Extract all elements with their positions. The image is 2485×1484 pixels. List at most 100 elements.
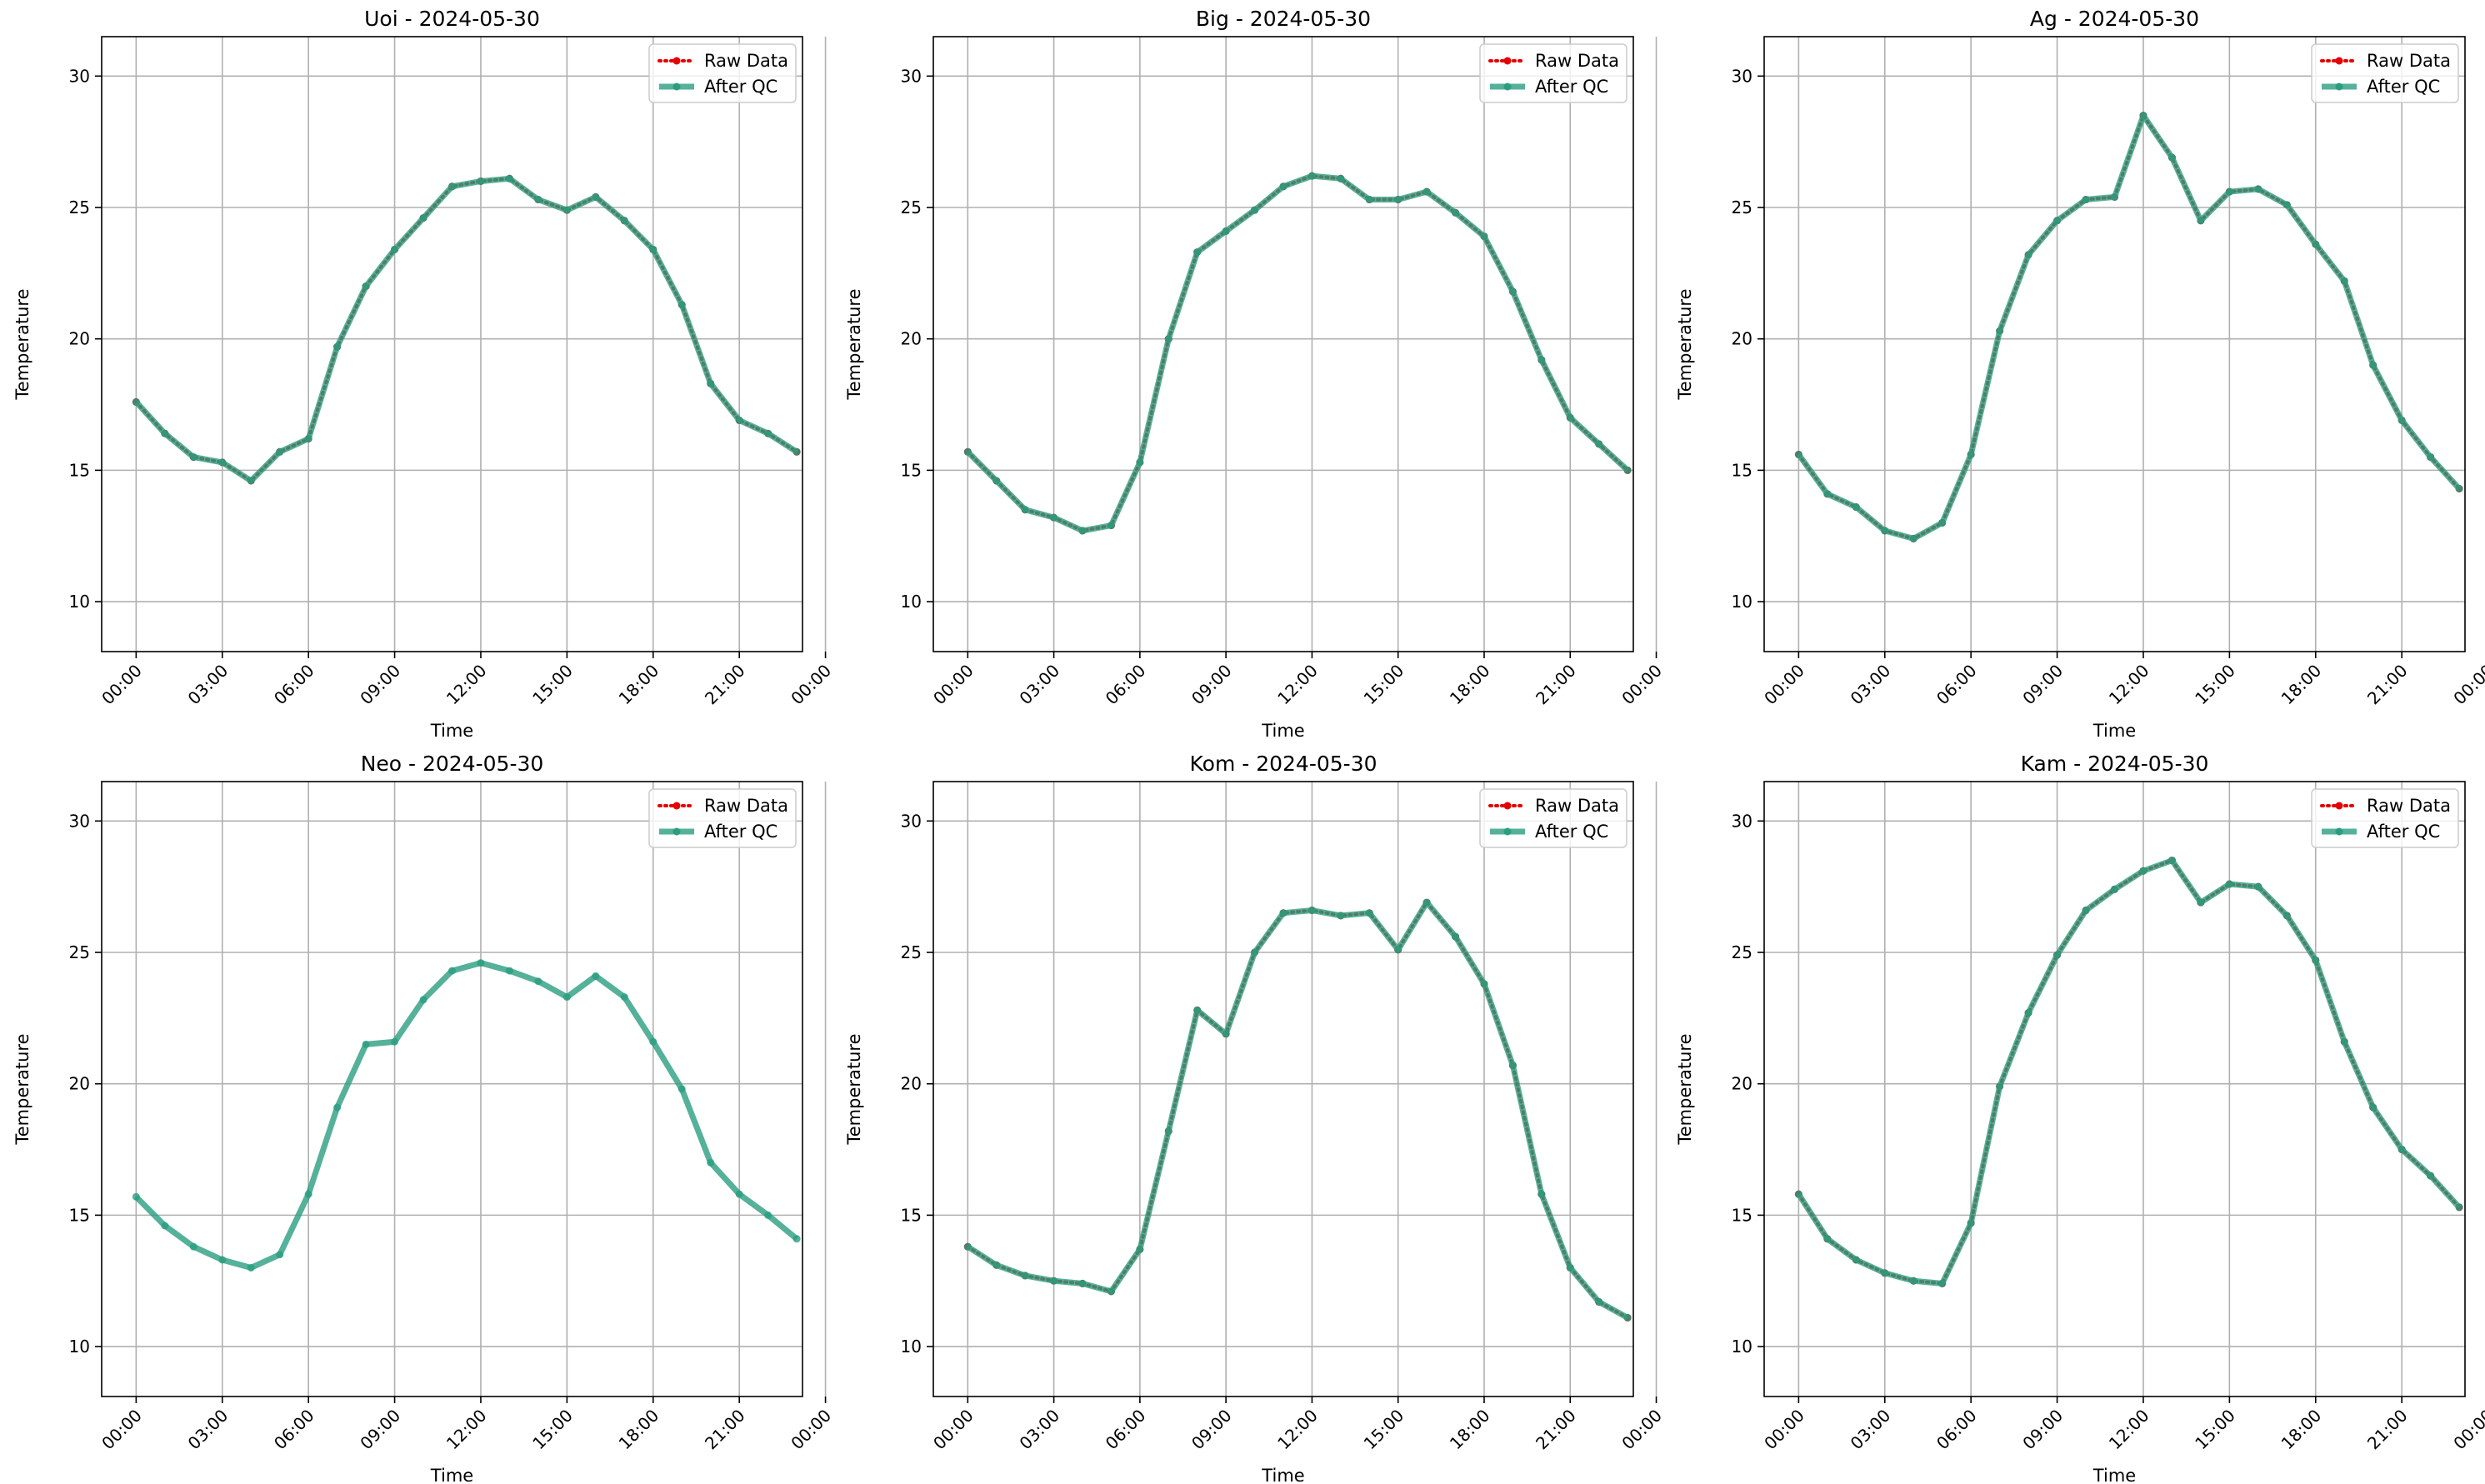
after-qc-point — [1222, 227, 1230, 235]
after-qc-point — [1050, 1277, 1058, 1285]
after-qc-point — [1193, 1006, 1202, 1014]
after-qc-point — [2024, 1009, 2032, 1017]
after-qc-point — [1050, 513, 1058, 522]
after-qc-point — [678, 1085, 686, 1093]
after-qc-point — [1021, 1272, 1029, 1280]
after-qc-point — [1823, 490, 1832, 498]
after-qc-point — [1595, 1297, 1603, 1306]
plot-frame — [1763, 36, 2466, 652]
legend-label-raw: Raw Data — [1535, 51, 1619, 71]
after-qc-line — [966, 899, 1629, 1321]
after-qc-point — [2082, 196, 2090, 204]
legend: Raw Data After QC — [648, 788, 797, 848]
x-tick-label: 15:00 — [1360, 661, 1408, 709]
after-qc-point — [764, 429, 772, 437]
after-qc-point — [963, 1242, 972, 1251]
after-qc-line — [1796, 112, 2462, 542]
subplot-1: 10 15 20 25 30 00:00 03:00 06:00 09:00 12:00 15:00… — [12, 7, 835, 741]
after-qc-point — [2254, 882, 2262, 891]
x-tick-label: 18:00 — [615, 661, 663, 709]
after-qc-point — [189, 453, 198, 462]
after-qc-point — [2053, 951, 2062, 959]
after-qc-point — [505, 967, 513, 975]
after-qc-point — [2369, 361, 2378, 369]
after-qc-point — [362, 282, 370, 291]
x-tick-label: 00:00 — [929, 661, 978, 709]
y-axis-label: Temperature — [844, 288, 864, 400]
after-qc-point — [1794, 450, 1802, 458]
chart-title: Neo - 2024-05-30 — [361, 752, 544, 776]
after-qc-point — [1508, 1062, 1517, 1070]
after-qc-point — [2111, 192, 2118, 201]
x-tick-label: 15:00 — [2191, 661, 2239, 709]
after-qc-line — [965, 172, 1630, 534]
after-qc-point — [2139, 867, 2148, 875]
after-qc-point — [1251, 206, 1259, 214]
x-tick-label: 06:00 — [1102, 661, 1150, 709]
after-qc-point — [2082, 907, 2090, 915]
subplot-6: 10 15 20 25 30 00:00 03:00 06:00 09:00 12:00 15:00… — [1675, 752, 2485, 1484]
after-qc-point — [1881, 527, 1889, 535]
after-qc-point — [2024, 251, 2032, 259]
after-qc-point — [2168, 857, 2176, 865]
legend-raw-marker — [672, 802, 681, 810]
x-tick-label: 21:00 — [2363, 661, 2412, 709]
after-qc-point — [649, 245, 658, 253]
after-qc-point — [2168, 153, 2176, 162]
after-qc-point — [2197, 898, 2205, 907]
legend-qc-marker — [672, 82, 681, 91]
after-qc-point — [1508, 287, 1517, 296]
legend-qc-marker — [2335, 82, 2343, 91]
after-qc-point — [1308, 907, 1316, 915]
after-qc-point — [2398, 1146, 2406, 1154]
after-qc-point — [1365, 909, 1373, 917]
after-qc-point — [1422, 187, 1431, 196]
legend: Raw Data After QC — [648, 43, 797, 103]
x-tick-label: 18:00 — [1446, 661, 1494, 709]
after-qc-point — [419, 214, 428, 222]
x-tick-label: 00:00 — [1618, 1406, 1666, 1454]
legend-raw-marker — [1503, 57, 1512, 65]
y-tick-label: 30 — [1732, 66, 1752, 86]
y-tick-label: 30 — [69, 811, 90, 831]
x-tick-label: 21:00 — [1532, 1406, 1580, 1454]
after-qc-point — [132, 397, 140, 406]
x-tick-label: 21:00 — [1532, 661, 1580, 709]
after-qc-point — [1193, 248, 1202, 257]
x-tick-label: 03:00 — [1847, 661, 1895, 709]
x-tick-label: 06:00 — [270, 661, 318, 709]
x-tick-label: 15:00 — [1360, 1406, 1408, 1454]
after-qc-point — [620, 993, 628, 1002]
after-qc-line — [133, 960, 799, 1271]
plot-frame — [1763, 781, 2466, 1397]
after-qc-point — [477, 959, 485, 967]
after-qc-point — [333, 1103, 342, 1112]
plot-frame — [101, 36, 803, 652]
y-tick-label: 20 — [1732, 329, 1752, 349]
legend-raw-marker — [672, 57, 681, 65]
x-tick-label: 03:00 — [1847, 1406, 1895, 1454]
after-qc-point — [2053, 217, 2062, 225]
after-qc-point — [1107, 1287, 1115, 1296]
y-axis-label: Temperature — [1675, 288, 1695, 400]
legend: Raw Data After QC — [1479, 788, 1628, 848]
x-tick-label: 09:00 — [356, 1406, 404, 1454]
after-qc-point — [333, 342, 342, 351]
after-qc-point — [189, 1242, 198, 1251]
subplot-4: 10 15 20 25 30 00:00 03:00 06:00 09:00 12:00 15:00… — [12, 752, 835, 1484]
after-qc-point — [1251, 948, 1259, 957]
after-qc-point — [1595, 440, 1603, 448]
after-qc-point — [1538, 356, 1546, 364]
after-qc-point — [132, 1192, 140, 1201]
after-qc-point — [1394, 946, 1402, 954]
raw-data-line — [134, 177, 799, 483]
after-qc-point — [1480, 980, 1488, 988]
after-qc-point — [247, 477, 255, 485]
after-qc-point — [678, 301, 686, 309]
after-qc-point — [1452, 932, 1460, 941]
after-qc-point — [2282, 912, 2291, 920]
x-tick-label: 00:00 — [929, 1406, 978, 1454]
chart-title: Kam - 2024-05-30 — [2021, 752, 2209, 776]
y-tick-label: 20 — [1732, 1074, 1752, 1094]
legend-label-qc: After QC — [704, 822, 778, 842]
